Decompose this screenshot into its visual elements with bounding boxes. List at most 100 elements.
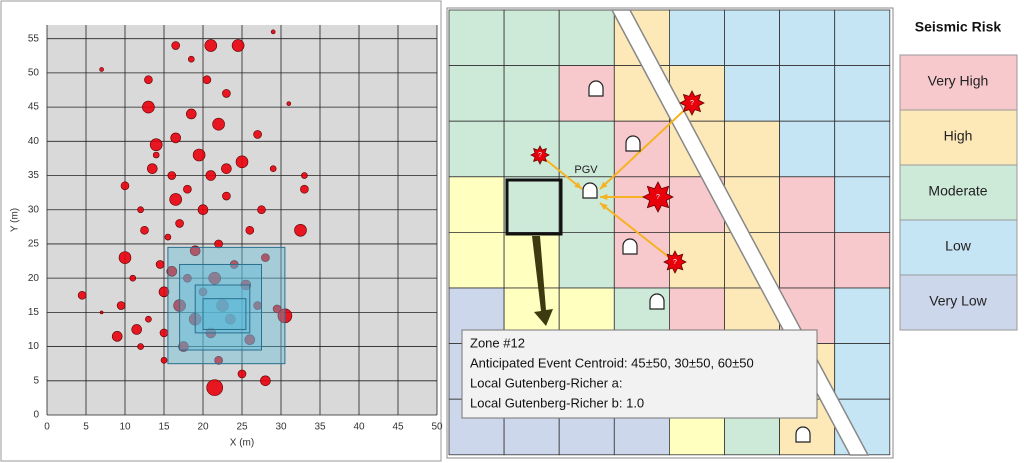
y-tick-label: 50 [28,68,40,79]
point [198,287,208,297]
point [222,89,231,98]
x-tick-label: 10 [119,422,131,433]
point [170,132,181,144]
info-line: Zone #12 [470,335,525,350]
point [77,290,87,300]
legend-swatch [899,109,1018,166]
region [167,246,286,365]
arrow [539,154,583,190]
map-cell [503,231,560,289]
point [137,343,144,350]
map-cell [779,231,836,289]
map-cell [558,120,615,178]
info-line: Local Gutenberg-Richer b: 1.0 [470,395,644,410]
tunnel-icon [588,80,604,97]
map: ???? PGV Zone #12 Anticipated Event Centroi… [448,9,891,456]
point [166,266,178,277]
point [286,101,292,106]
map-cell [834,120,891,178]
point [205,170,217,181]
point [260,375,271,387]
point [120,181,130,191]
point [129,274,137,282]
map-cell [503,176,560,233]
point [206,379,223,396]
map-cell [558,65,615,122]
y-tick-label: 15 [28,307,40,318]
point [214,239,223,249]
tunnel-icon [622,238,638,255]
y-tick-label: 35 [28,170,40,181]
event-star [679,90,705,116]
point [137,206,144,214]
point [188,55,195,63]
point [118,251,132,264]
event-star [530,145,550,165]
map-cell [779,65,836,122]
x-tick-label: 45 [392,422,404,433]
point [253,130,262,139]
point [158,286,170,298]
map-cell [834,9,891,66]
pgv-label: PGV [574,164,598,176]
point [294,223,307,237]
star-label: ? [673,259,677,266]
y-tick-label: 45 [28,102,40,113]
point [197,204,209,216]
y-tick-label: 40 [28,136,40,147]
star-label: ? [656,194,660,201]
point [272,304,282,314]
legend: Seismic Risk Very High High Moderate Low Very… [899,19,1018,331]
arrow-head [600,193,608,201]
point [221,163,232,174]
point [152,151,160,159]
point [225,313,236,325]
map-cell [448,231,505,289]
map-cell [448,9,505,66]
point [269,165,277,172]
point [178,341,189,352]
point [99,310,104,315]
point [245,225,255,235]
x-tick-label: 5 [83,422,89,433]
y-axis-label: Y (m) [10,208,21,232]
x-tick-label: 40 [353,422,365,433]
point [183,273,192,283]
point [175,219,184,228]
point [212,117,225,131]
region [194,284,251,334]
legend-label: Very Low [929,293,987,309]
info-line: Local Gutenberg-Richer a: [470,375,622,390]
point [145,315,152,323]
map-cell [779,120,836,178]
arrow-head [600,203,608,211]
x-tick-label: 0 [44,422,50,433]
map-cell [448,65,505,122]
x-tick-label: 20 [197,422,209,433]
x-axis-label: X (m) [230,438,254,449]
tunnel-icon [625,135,641,152]
map-cell [724,9,780,66]
map-cell [779,176,836,233]
map-cell [779,9,836,66]
point [186,108,197,120]
point [244,334,256,346]
point [222,191,231,201]
map-cell [503,120,560,178]
x-tick-label: 30 [275,422,287,433]
x-tick-label: 15 [158,422,170,433]
y-tick-label: 0 [33,410,39,421]
point [216,299,229,312]
point [270,29,276,35]
point [171,41,180,50]
map-cell [448,120,505,178]
map-cell [558,231,615,289]
point [202,75,212,85]
legend-label: Very High [928,73,989,89]
point [208,271,221,285]
point [183,184,192,194]
x-tick-label: 50 [431,422,443,433]
point [204,39,218,52]
arrow [599,202,676,263]
map-cell [834,231,891,289]
